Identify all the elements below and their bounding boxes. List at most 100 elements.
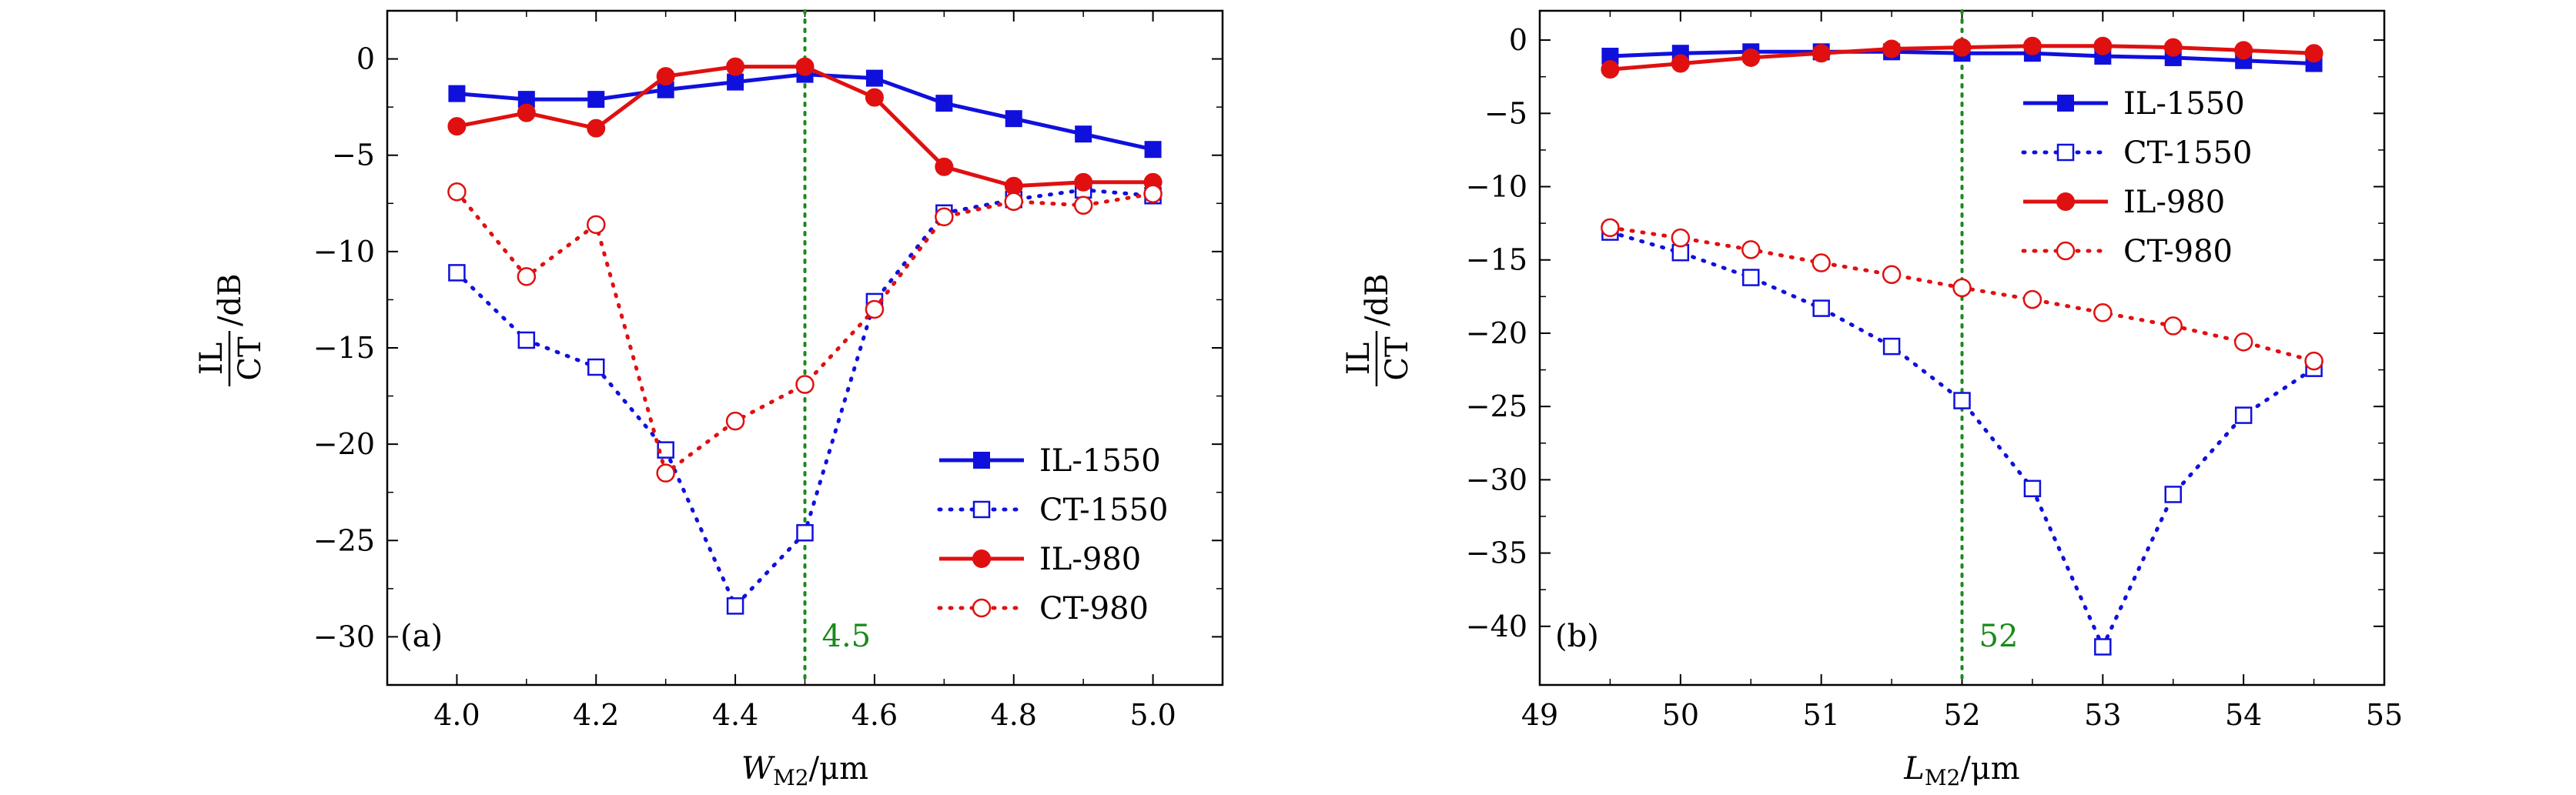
y-tick-label: −15 <box>1466 243 1527 277</box>
legend-label-il-1550: IL-1550 <box>1039 443 1161 479</box>
y-tick-label: −35 <box>1466 536 1527 570</box>
data-point-ct-980 <box>656 463 675 483</box>
y-tick-label: −15 <box>313 331 375 365</box>
data-point-il-1550 <box>1075 125 1092 143</box>
x-axis-title: WM2/μm <box>741 751 868 790</box>
data-point-il-980 <box>865 88 884 107</box>
x-tick-label: 4.8 <box>991 698 1037 732</box>
y-tick-label: −25 <box>313 523 375 557</box>
y-tick-label: 0 <box>356 42 375 76</box>
x-tick-label: 52 <box>1943 698 1980 732</box>
panel-label: (b) <box>1555 619 1599 654</box>
data-point-ct-980 <box>587 215 606 235</box>
y-axis-title: IL CT/dB <box>1341 274 1415 386</box>
data-point-ct-980 <box>1143 184 1163 204</box>
data-point-il-1550 <box>727 73 744 91</box>
y-tick-label: −5 <box>1484 96 1527 130</box>
data-point-ct-980 <box>1671 228 1691 248</box>
legend-label-ct-1550: CT-1550 <box>2123 135 2252 171</box>
data-point-ct-1550 <box>2164 486 2182 503</box>
data-point-ct-1550 <box>587 358 605 376</box>
data-point-ct-980 <box>1601 218 1620 238</box>
series-il-980 <box>1601 36 2323 79</box>
data-point-il-980 <box>1074 172 1093 192</box>
vertical-marker-label: 52 <box>1979 619 2019 654</box>
data-point-ct-1550 <box>726 597 744 615</box>
legend-marker-il-980 <box>2056 192 2075 211</box>
legend-marker-il-1550 <box>973 452 990 469</box>
y-tick-label: −10 <box>313 235 375 269</box>
legend-label-il-1550: IL-1550 <box>2123 86 2245 122</box>
x-tick-label: 55 <box>2366 698 2403 732</box>
data-point-ct-980 <box>1004 192 1023 212</box>
x-tick-label: 53 <box>2084 698 2121 732</box>
data-point-ct-980 <box>447 182 467 202</box>
data-point-il-980 <box>2304 44 2323 63</box>
data-point-il-980 <box>2022 36 2042 55</box>
data-point-il-1550 <box>1005 110 1022 128</box>
y-axis-title-denominator: CT <box>233 336 268 381</box>
data-point-il-1550 <box>865 69 883 87</box>
data-point-ct-980 <box>1952 278 1972 298</box>
y-tick-label: −30 <box>1466 463 1527 496</box>
x-tick-label: 50 <box>1662 698 1699 732</box>
y-axis-title-unit: /dB <box>1360 274 1395 326</box>
x-tick-label: 4.0 <box>433 698 480 732</box>
y-tick-label: −20 <box>313 427 375 461</box>
legend: IL-1550 CT-1550 IL-980 CT-980 <box>2021 86 2252 269</box>
data-point-il-1550 <box>935 95 953 112</box>
chart-panel-b: 49 50 51 52 53 54 55 0 −5 −10 −15 −20 −25 −30 −35 −40 LM… <box>1341 9 2403 790</box>
legend-marker-ct-1550 <box>2056 143 2075 162</box>
data-point-ct-980 <box>517 267 537 286</box>
data-point-ct-980 <box>2163 316 2183 336</box>
data-point-il-980 <box>447 117 467 136</box>
legend-marker-ct-980 <box>2056 241 2076 261</box>
data-point-il-980 <box>1952 38 1972 57</box>
data-point-ct-980 <box>1882 265 1902 285</box>
series-il-980 <box>447 57 1163 195</box>
x-tick-label: 54 <box>2225 698 2262 732</box>
data-point-ct-980 <box>865 299 885 319</box>
y-axis-title-denominator: CT <box>1380 336 1415 381</box>
data-point-il-1550 <box>1144 141 1162 159</box>
y-axis-title: IL CT/dB <box>194 274 268 386</box>
data-point-ct-1550 <box>2023 479 2042 498</box>
legend-marker-il-1550 <box>2057 95 2074 112</box>
chart-panel-a: 4.0 4.2 4.4 4.6 4.8 5.0 0 −5 −10 −15 −20 −25 −30 WM2/… <box>194 9 1224 790</box>
data-point-il-980 <box>2163 38 2183 57</box>
x-tick-label: 4.6 <box>851 698 898 732</box>
legend-label-ct-980: CT-980 <box>2123 234 2233 269</box>
data-point-il-980 <box>1601 60 1620 79</box>
x-tick-label: 5.0 <box>1129 698 1176 732</box>
data-point-ct-1550 <box>448 264 466 282</box>
data-point-il-980 <box>726 57 745 76</box>
data-point-il-980 <box>656 67 675 86</box>
data-point-ct-980 <box>795 375 815 394</box>
series-ct-980 <box>1601 218 2323 371</box>
y-axis-title-numerator: IL <box>194 342 229 375</box>
data-point-ct-980 <box>2022 289 2042 309</box>
data-point-ct-980 <box>935 207 954 227</box>
y-tick-label: −30 <box>313 620 375 653</box>
x-tick-label: 51 <box>1802 698 1839 732</box>
series-ct-980 <box>447 182 1163 483</box>
data-point-ct-1550 <box>1742 269 1760 286</box>
data-point-il-1550 <box>448 85 466 102</box>
data-point-ct-980 <box>1812 253 1831 272</box>
data-point-il-980 <box>517 103 536 122</box>
data-point-ct-980 <box>2233 332 2253 352</box>
data-point-il-1550 <box>587 91 605 109</box>
legend-marker-ct-980 <box>972 598 992 618</box>
legend-label-ct-980: CT-980 <box>1039 591 1149 626</box>
y-tick-label: 0 <box>1509 23 1527 57</box>
panel-label: (a) <box>400 619 443 654</box>
data-point-il-980 <box>1882 39 1902 58</box>
data-point-il-980 <box>795 57 815 76</box>
data-point-ct-1550 <box>2234 406 2253 424</box>
legend: IL-1550 CT-1550 IL-980 CT-980 <box>937 443 1168 626</box>
y-tick-label: −25 <box>1466 389 1527 423</box>
data-point-il-980 <box>2234 41 2253 60</box>
y-tick-label: −5 <box>332 139 375 172</box>
data-point-il-980 <box>1812 44 1831 63</box>
